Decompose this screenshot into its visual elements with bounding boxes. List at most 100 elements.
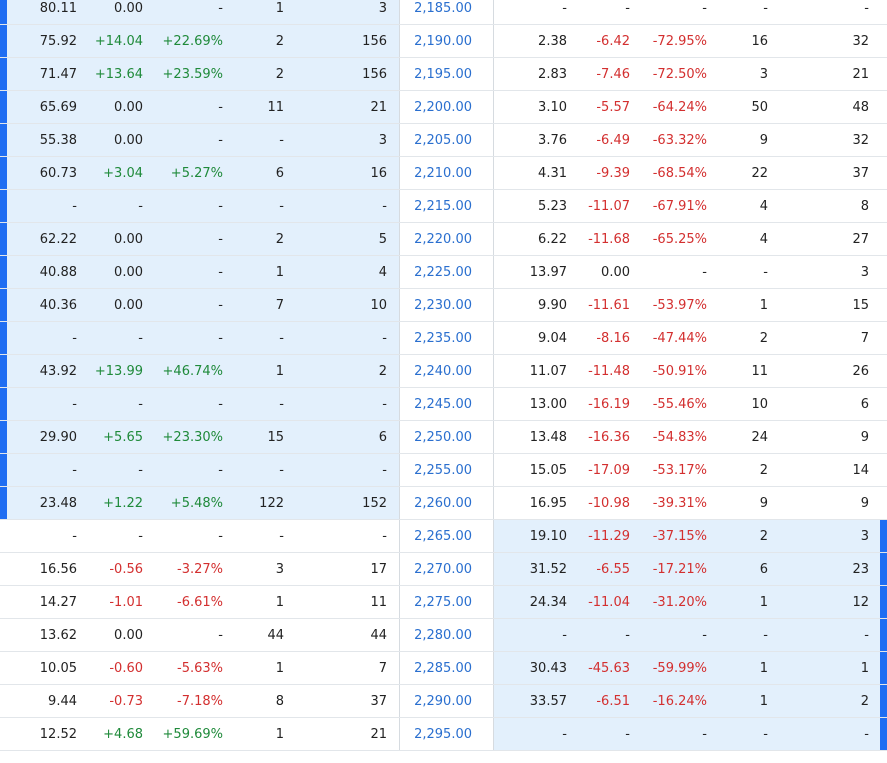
put-last-price[interactable]: 16.95 [529, 496, 567, 511]
call-last-price[interactable]: 55.38 [39, 133, 77, 148]
put-change-percent: -63.32% [652, 133, 707, 148]
strike-price[interactable]: 2,275.00 [414, 595, 472, 610]
call-last-price[interactable]: 40.88 [39, 265, 77, 280]
option-chain-row[interactable]: 12.52 +4.68 +59.69% 1 21 2,295.00 - - - - - [0, 718, 887, 751]
put-last-price[interactable]: - [562, 628, 567, 643]
put-last-price[interactable]: 13.48 [529, 430, 567, 445]
option-chain-row[interactable]: 71.47 +13.64 +23.59% 2 156 2,195.00 2.83 -7.46 -… [0, 58, 887, 91]
call-last-price[interactable]: 16.56 [39, 562, 77, 577]
option-chain-row[interactable]: 55.38 0.00 - - 3 2,205.00 3.76 -6.49 -63.32% 9 32 [0, 124, 887, 157]
put-last-price[interactable]: 9.90 [538, 298, 567, 313]
call-last-price[interactable]: 10.05 [39, 661, 77, 676]
put-last-price[interactable]: 11.07 [529, 364, 567, 379]
option-chain-row[interactable]: 43.92 +13.99 +46.74% 1 2 2,240.00 11.07 -11.48 -… [0, 355, 887, 388]
put-last-price[interactable]: - [562, 727, 567, 742]
option-chain-row[interactable]: 13.62 0.00 - 44 44 2,280.00 - - - - - [0, 619, 887, 652]
option-chain-row[interactable]: 14.27 -1.01 -6.61% 1 11 2,275.00 24.34 -11.04 -3… [0, 586, 887, 619]
strike-price[interactable]: 2,220.00 [414, 232, 472, 247]
put-open-interest: 6 [860, 397, 869, 412]
call-last-price[interactable]: 43.92 [39, 364, 77, 379]
option-chain-row[interactable]: 40.88 0.00 - 1 4 2,225.00 13.97 0.00 - - 3 [0, 256, 887, 289]
option-chain-row[interactable]: - - - - - 2,215.00 5.23 -11.07 -67.91% 4 8 [0, 190, 887, 223]
put-last-price[interactable]: 9.04 [538, 331, 567, 346]
call-last-price[interactable]: - [72, 463, 77, 478]
call-last-price[interactable]: 29.90 [39, 430, 77, 445]
option-chain-row[interactable]: - - - - - 2,245.00 13.00 -16.19 -55.46% 10 6 [0, 388, 887, 421]
strike-price[interactable]: 2,295.00 [414, 727, 472, 742]
put-last-price[interactable]: 19.10 [529, 529, 567, 544]
strike-column-cell [399, 454, 494, 486]
call-last-price[interactable]: 65.69 [39, 100, 77, 115]
option-chain-row[interactable]: 9.44 -0.73 -7.18% 8 37 2,290.00 33.57 -6.51 -16.… [0, 685, 887, 718]
strike-price[interactable]: 2,240.00 [414, 364, 472, 379]
strike-price[interactable]: 2,225.00 [414, 265, 472, 280]
option-chain-row[interactable]: 65.69 0.00 - 11 21 2,200.00 3.10 -5.57 -64.24% 50… [0, 91, 887, 124]
put-last-price[interactable]: 13.00 [529, 397, 567, 412]
put-last-price[interactable]: 33.57 [529, 694, 567, 709]
call-last-price[interactable]: 9.44 [48, 694, 77, 709]
call-change: -0.73 [109, 694, 143, 709]
call-volume: 2 [275, 67, 284, 82]
option-chain-row[interactable]: 29.90 +5.65 +23.30% 15 6 2,250.00 13.48 -16.36 -… [0, 421, 887, 454]
call-last-price[interactable]: 62.22 [39, 232, 77, 247]
strike-price[interactable]: 2,230.00 [414, 298, 472, 313]
put-last-price[interactable]: 2.38 [538, 34, 567, 49]
strike-price[interactable]: 2,185.00 [414, 1, 472, 16]
call-last-price[interactable]: 23.48 [39, 496, 77, 511]
call-last-price[interactable]: 13.62 [39, 628, 77, 643]
call-change: - [138, 529, 143, 544]
strike-price[interactable]: 2,255.00 [414, 463, 472, 478]
put-last-price[interactable]: 13.97 [529, 265, 567, 280]
call-last-price[interactable]: 14.27 [39, 595, 77, 610]
put-last-price[interactable]: 24.34 [529, 595, 567, 610]
strike-price[interactable]: 2,190.00 [414, 34, 472, 49]
option-chain-row[interactable]: - - - - - 2,255.00 15.05 -17.09 -53.17% 2 14 [0, 454, 887, 487]
put-last-price[interactable]: 4.31 [538, 166, 567, 181]
call-last-price[interactable]: 60.73 [39, 166, 77, 181]
call-last-price[interactable]: - [72, 397, 77, 412]
put-last-price[interactable]: 15.05 [529, 463, 567, 478]
strike-price[interactable]: 2,250.00 [414, 430, 472, 445]
put-last-price[interactable]: 6.22 [538, 232, 567, 247]
put-last-price[interactable]: 5.23 [538, 199, 567, 214]
strike-price[interactable]: 2,245.00 [414, 397, 472, 412]
call-last-price[interactable]: 71.47 [39, 67, 77, 82]
strike-price[interactable]: 2,290.00 [414, 694, 472, 709]
strike-price[interactable]: 2,195.00 [414, 67, 472, 82]
option-chain-row[interactable]: 75.92 +14.04 +22.69% 2 156 2,190.00 2.38 -6.42 -… [0, 25, 887, 58]
call-volume: 7 [275, 298, 284, 313]
option-chain-row[interactable]: 40.36 0.00 - 7 10 2,230.00 9.90 -11.61 -53.97% 1 1… [0, 289, 887, 322]
option-chain-row[interactable]: - - - - - 2,235.00 9.04 -8.16 -47.44% 2 7 [0, 322, 887, 355]
strike-price[interactable]: 2,280.00 [414, 628, 472, 643]
strike-price[interactable]: 2,270.00 [414, 562, 472, 577]
call-last-price[interactable]: - [72, 331, 77, 346]
put-last-price[interactable]: 30.43 [529, 661, 567, 676]
call-last-price[interactable]: 75.92 [39, 34, 77, 49]
call-last-price[interactable]: 40.36 [39, 298, 77, 313]
put-last-price[interactable]: 3.76 [538, 133, 567, 148]
option-chain-row[interactable]: 60.73 +3.04 +5.27% 6 16 2,210.00 4.31 -9.39 -68.… [0, 157, 887, 190]
strike-price[interactable]: 2,235.00 [414, 331, 472, 346]
call-last-price[interactable]: - [72, 529, 77, 544]
put-last-price[interactable]: 2.83 [538, 67, 567, 82]
option-chain-row[interactable]: 16.56 -0.56 -3.27% 3 17 2,270.00 31.52 -6.55 -17… [0, 553, 887, 586]
option-chain-row[interactable]: 80.11 0.00 - 1 3 2,185.00 - - - - - [0, 0, 887, 25]
option-chain-row[interactable]: 10.05 -0.60 -5.63% 1 7 2,285.00 30.43 -45.63 -59… [0, 652, 887, 685]
call-last-price[interactable]: 12.52 [39, 727, 77, 742]
option-chain-row[interactable]: 62.22 0.00 - 2 5 2,220.00 6.22 -11.68 -65.25% 4 27 [0, 223, 887, 256]
strike-price[interactable]: 2,210.00 [414, 166, 472, 181]
put-volume: 1 [759, 694, 768, 709]
strike-price[interactable]: 2,285.00 [414, 661, 472, 676]
call-last-price[interactable]: - [72, 199, 77, 214]
strike-price[interactable]: 2,215.00 [414, 199, 472, 214]
option-chain-row[interactable]: - - - - - 2,265.00 19.10 -11.29 -37.15% 2 3 [0, 520, 887, 553]
option-chain-row[interactable]: 23.48 +1.22 +5.48% 122 152 2,260.00 16.95 -10.9… [0, 487, 887, 520]
strike-price[interactable]: 2,205.00 [414, 133, 472, 148]
strike-price[interactable]: 2,200.00 [414, 100, 472, 115]
strike-price[interactable]: 2,260.00 [414, 496, 472, 511]
put-last-price[interactable]: 31.52 [529, 562, 567, 577]
strike-price[interactable]: 2,265.00 [414, 529, 472, 544]
put-last-price[interactable]: 3.10 [538, 100, 567, 115]
call-last-price[interactable]: 80.11 [39, 1, 77, 16]
put-last-price[interactable]: - [562, 1, 567, 16]
